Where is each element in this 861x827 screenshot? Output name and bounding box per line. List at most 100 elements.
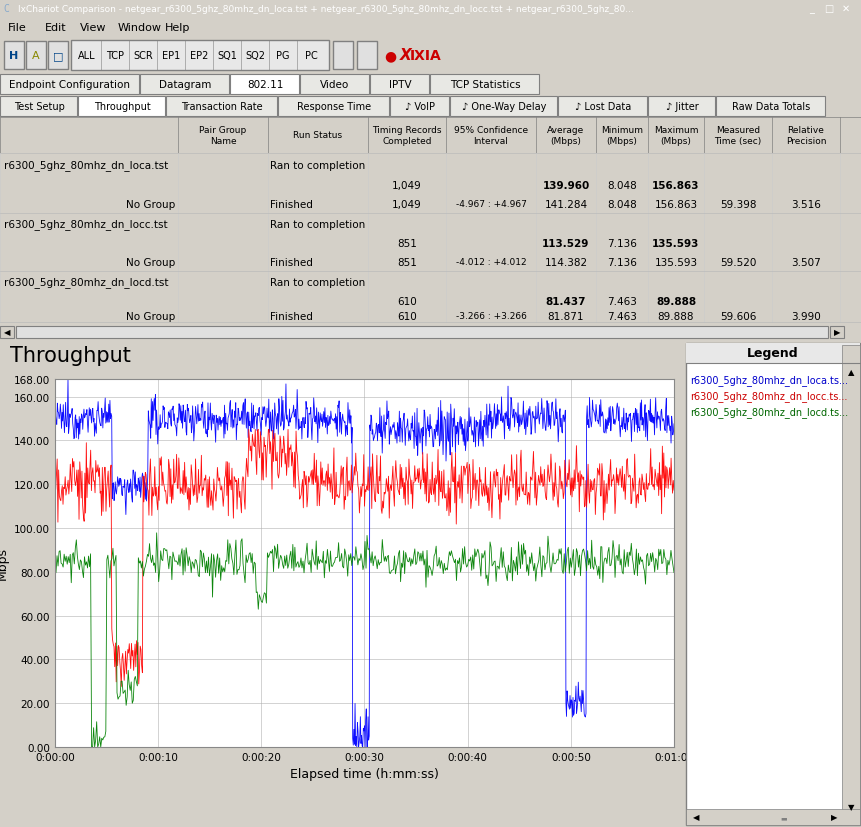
Text: Minimum
(Mbps): Minimum (Mbps) (600, 126, 642, 146)
Bar (16, 327, 827, 338)
Bar (300, 75, 369, 95)
Text: 610: 610 (397, 312, 417, 322)
Text: Help: Help (164, 23, 190, 33)
Text: 89.888: 89.888 (655, 297, 695, 307)
Text: 3.990: 3.990 (790, 312, 820, 322)
Text: ♪ One-Way Delay: ♪ One-Way Delay (461, 102, 546, 112)
Bar (841, 346, 859, 825)
Text: 851: 851 (397, 258, 417, 268)
Text: 95% Confidence
Interval: 95% Confidence Interval (454, 126, 528, 146)
Text: ▶: ▶ (833, 328, 839, 337)
Text: r6300_5ghz_80mhz_dn_locc.tst: r6300_5ghz_80mhz_dn_locc.tst (4, 219, 167, 230)
Text: 135.593: 135.593 (653, 258, 697, 268)
Text: Pair Group
Name: Pair Group Name (199, 126, 246, 146)
Bar (685, 343, 859, 364)
Text: Timing Records
Completed: Timing Records Completed (372, 126, 441, 146)
Text: Response Time: Response Time (296, 102, 370, 112)
Text: SQ1: SQ1 (217, 51, 237, 61)
Text: _: _ (808, 4, 814, 14)
Text: 1,049: 1,049 (392, 200, 421, 210)
Text: H: H (9, 51, 19, 61)
Text: r6300_5ghz_80mhz_dn_loca.ts...: r6300_5ghz_80mhz_dn_loca.ts... (689, 375, 847, 386)
Bar (77, 97, 164, 117)
Bar (389, 97, 449, 117)
Text: 7.136: 7.136 (606, 239, 636, 249)
Text: File: File (8, 23, 27, 33)
Text: Run Status: Run Status (293, 131, 342, 141)
Text: EP1: EP1 (162, 51, 180, 61)
Text: IXIA: IXIA (410, 49, 442, 63)
Text: 59.520: 59.520 (719, 258, 755, 268)
Text: Ran to completion: Ran to completion (269, 220, 365, 230)
Text: Ran to completion: Ran to completion (269, 278, 365, 288)
Text: r6300_5ghz_80mhz_dn_locc.ts...: r6300_5ghz_80mhz_dn_locc.ts... (689, 391, 846, 402)
Text: C: C (3, 4, 9, 14)
Bar (139, 75, 229, 95)
Text: ◀: ◀ (3, 328, 10, 337)
Bar (166, 97, 276, 117)
Text: Test Setup: Test Setup (14, 102, 65, 112)
Text: PC: PC (304, 51, 317, 61)
Bar (647, 97, 714, 117)
Bar (449, 97, 556, 117)
Text: Video: Video (320, 80, 350, 90)
Text: 1,049: 1,049 (392, 181, 421, 191)
Text: No Group: No Group (126, 258, 175, 268)
Text: Relative
Precision: Relative Precision (785, 126, 826, 146)
Bar (48, 42, 68, 70)
Bar (0, 75, 139, 95)
Text: ▶: ▶ (830, 812, 836, 821)
Text: 59.398: 59.398 (719, 200, 755, 210)
Text: Datagram: Datagram (158, 80, 211, 90)
Text: 114.382: 114.382 (544, 258, 587, 268)
Text: 802.11: 802.11 (246, 80, 283, 90)
X-axis label: Elapsed time (h:mm:ss): Elapsed time (h:mm:ss) (289, 767, 438, 781)
Bar (356, 42, 376, 70)
Text: 81.871: 81.871 (547, 312, 584, 322)
Text: -4.012 : +4.012: -4.012 : +4.012 (455, 258, 526, 267)
Text: View: View (80, 23, 107, 33)
Text: 7.463: 7.463 (606, 312, 636, 322)
Text: IxChariot Comparison - netgear_r6300_5ghz_80mhz_dn_loca.tst + netgear_r6300_5ghz: IxChariot Comparison - netgear_r6300_5gh… (18, 4, 633, 13)
Text: IPTV: IPTV (388, 80, 411, 90)
Text: Window: Window (118, 23, 162, 33)
Bar (430, 75, 538, 95)
Text: Raw Data Totals: Raw Data Totals (731, 102, 809, 112)
Bar (332, 42, 353, 70)
Text: Ran to completion: Ran to completion (269, 160, 365, 171)
Text: SCR: SCR (133, 51, 152, 61)
Text: 113.529: 113.529 (542, 239, 589, 249)
Text: 135.593: 135.593 (652, 239, 699, 249)
Text: Transaction Rate: Transaction Rate (181, 102, 263, 112)
Text: Finished: Finished (269, 312, 313, 322)
Text: Throughput: Throughput (10, 346, 131, 366)
Text: 156.863: 156.863 (653, 200, 697, 210)
Bar (0, 97, 77, 117)
Text: EP2: EP2 (189, 51, 208, 61)
Text: r6300_5ghz_80mhz_dn_locd.ts...: r6300_5ghz_80mhz_dn_locd.ts... (689, 407, 847, 418)
Text: Edit: Edit (45, 23, 66, 33)
Text: ♪ VoIP: ♪ VoIP (405, 102, 435, 112)
Bar (71, 41, 329, 71)
Text: 8.048: 8.048 (606, 181, 636, 191)
Text: Throughput: Throughput (94, 102, 150, 112)
Bar (685, 809, 859, 825)
Text: 610: 610 (397, 297, 417, 307)
Text: 59.606: 59.606 (719, 312, 755, 322)
Text: 139.960: 139.960 (542, 181, 589, 191)
Text: r6300_5ghz_80mhz_dn_locd.tst: r6300_5ghz_80mhz_dn_locd.tst (4, 277, 168, 288)
Text: ▲: ▲ (846, 368, 853, 377)
Text: 89.888: 89.888 (657, 312, 693, 322)
Text: ✕: ✕ (841, 4, 849, 14)
Text: TCP: TCP (106, 51, 124, 61)
Text: A: A (32, 51, 40, 61)
Bar (369, 75, 429, 95)
Text: ▼: ▼ (846, 802, 853, 811)
Text: Maximum
(Mbps): Maximum (Mbps) (653, 126, 697, 146)
Text: No Group: No Group (126, 200, 175, 210)
Text: -4.967 : +4.967: -4.967 : +4.967 (455, 200, 526, 209)
Text: -3.266 : +3.266: -3.266 : +3.266 (455, 312, 526, 321)
Text: Finished: Finished (269, 200, 313, 210)
Text: X: X (400, 49, 412, 64)
Text: Endpoint Configuration: Endpoint Configuration (9, 80, 130, 90)
